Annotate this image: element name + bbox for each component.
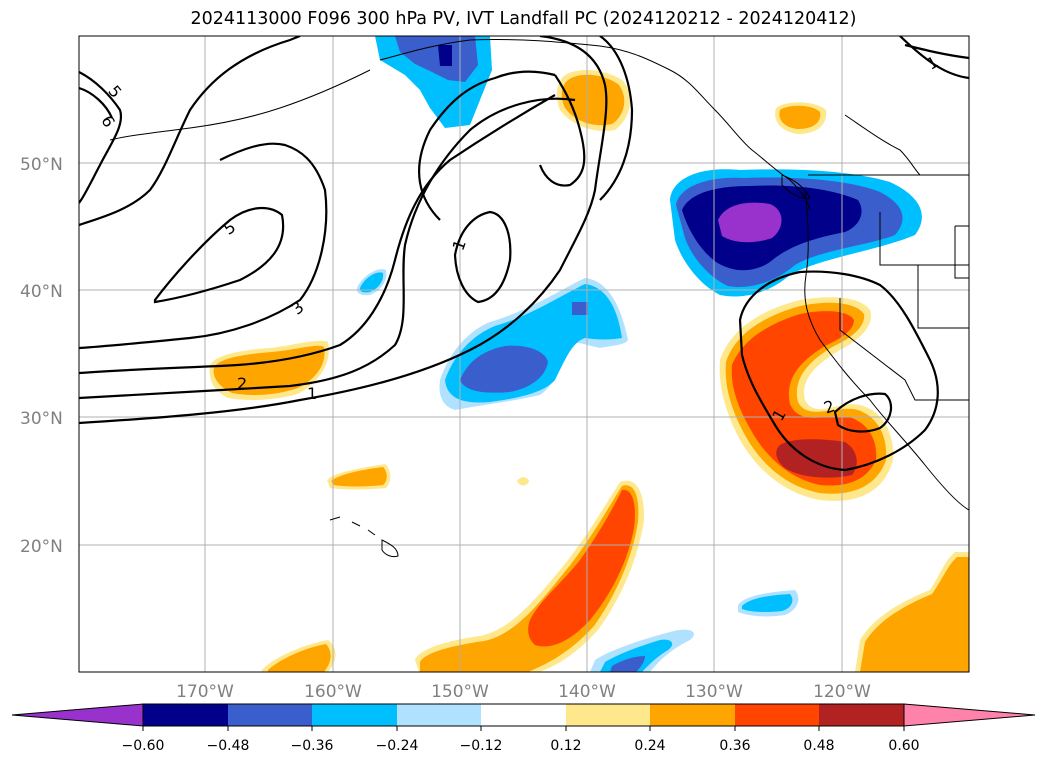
pv-contour	[738, 270, 939, 472]
coastlines	[109, 38, 969, 558]
pv-contour	[79, 94, 556, 375]
lat-label: 20°N	[20, 537, 63, 557]
negative-anomaly-gulf-alaska-core	[395, 36, 478, 82]
canada-interior	[844, 114, 921, 176]
colorbar-segment	[228, 704, 312, 726]
colorbar-tick-label: −0.48	[207, 738, 250, 754]
colorbar-tick-label: 0.36	[719, 738, 750, 754]
alaska-coastline	[379, 38, 811, 211]
map-frame	[78, 35, 970, 673]
map-title: 2024113000 F096 300 hPa PV, IVT Landfall…	[190, 9, 857, 29]
lon-label: 170°W	[176, 682, 234, 702]
colorbar: −0.60 −0.48 −0.36 −0.24 −0.12 0.12 0.24 …	[11, 703, 1036, 754]
colorbar-segment	[143, 704, 228, 726]
pv-contour	[79, 142, 328, 350]
pv-contour	[79, 71, 123, 204]
colorbar-extend-min	[11, 703, 144, 727]
lon-label: 120°W	[813, 682, 871, 702]
state-border-2	[917, 265, 969, 329]
vancouver-island	[781, 174, 811, 199]
state-border-3	[839, 298, 969, 401]
contour-label: 2	[237, 374, 247, 393]
lat-label: 40°N	[20, 282, 63, 302]
lat-label: 50°N	[20, 155, 63, 175]
colorbar-tick-label: −0.24	[376, 738, 419, 754]
contour-label: 5	[220, 217, 239, 238]
lon-label: 130°W	[685, 682, 743, 702]
pv-contour	[904, 43, 969, 60]
colorbar-segment	[312, 704, 397, 726]
pv-contour	[418, 70, 556, 221]
lon-label: 140°W	[558, 682, 616, 702]
west-coast	[804, 189, 969, 511]
contour-label: 3	[288, 297, 308, 318]
pv-contour	[538, 74, 586, 187]
pv-contours	[79, 36, 969, 472]
colorbar-segment	[650, 704, 735, 726]
colorbar-segment	[819, 704, 904, 726]
colorbar-extend-max	[903, 703, 1036, 727]
contour-label: 6	[97, 112, 119, 130]
colorbar-tick-label: −0.60	[122, 738, 165, 754]
state-border-1	[879, 212, 969, 266]
pv-contour	[153, 207, 285, 304]
colorbar-segment	[397, 704, 481, 726]
lon-label: 160°W	[304, 682, 362, 702]
colorbar-segment	[566, 704, 650, 726]
colorbar-tick-label: −0.12	[460, 738, 503, 754]
pc-shading	[209, 36, 969, 672]
pv-contour	[79, 86, 114, 119]
colorbar-tick-label: 0.48	[803, 738, 834, 754]
contour-label: 1	[923, 52, 941, 74]
pv-contour	[453, 210, 512, 304]
pv-contour	[79, 36, 301, 227]
hawaii-islands	[329, 516, 399, 558]
colorbar-tick-label: −0.36	[291, 738, 334, 754]
pv-contour	[79, 97, 576, 400]
lon-label: 150°W	[431, 682, 489, 702]
colorbar-tick-label: 0.24	[634, 738, 665, 754]
pv-contour	[79, 36, 608, 425]
colorbar-segment	[481, 704, 566, 726]
lat-label: 30°N	[20, 409, 63, 429]
latitude-labels: 50°N 40°N 30°N 20°N	[20, 155, 63, 557]
pv-contour	[599, 36, 634, 201]
state-border-4	[954, 225, 969, 279]
pv-contour	[833, 392, 893, 433]
pv-contour	[899, 36, 969, 80]
colorbar-tick-label: 0.12	[550, 738, 581, 754]
longitude-labels: 170°W 160°W 150°W 140°W 130°W 120°W	[176, 682, 871, 702]
aleutian-chain	[109, 69, 371, 141]
contour-label: 1	[307, 384, 317, 403]
colorbar-segment	[735, 704, 819, 726]
colorbar-tick-label: 0.60	[888, 738, 919, 754]
contour-label: 5	[104, 82, 125, 102]
